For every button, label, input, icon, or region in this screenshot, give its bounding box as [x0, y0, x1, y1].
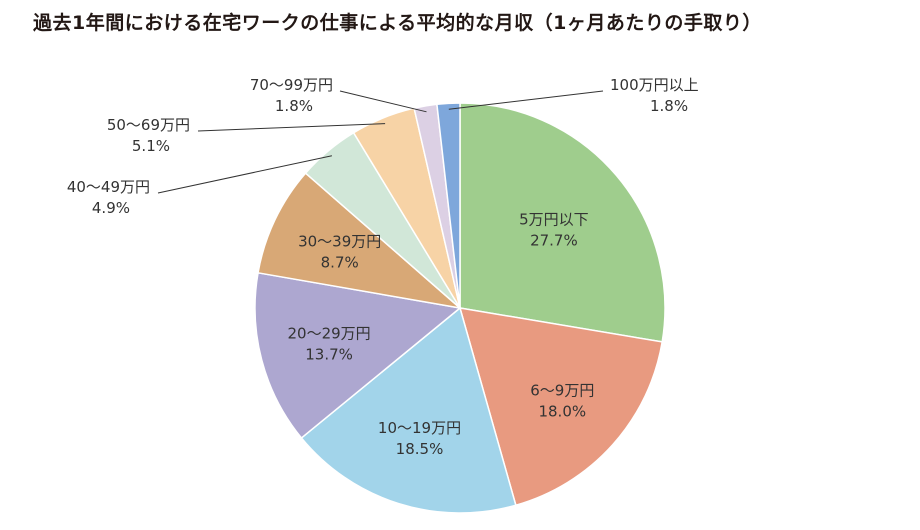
slice-1-label: 5万円以下 [519, 211, 589, 229]
slice-5-value: 8.7% [321, 254, 359, 272]
slice-7-value: 5.1% [132, 137, 170, 155]
chart-title: 過去1年間における在宅ワークの仕事による平均的な月収（1ヶ月あたりの手取り） [33, 12, 762, 34]
slice-4-wedge [254, 271, 462, 440]
slice-1-wedge [459, 102, 666, 343]
slice-6-value: 4.9% [92, 199, 130, 217]
slice-2-wedge [458, 307, 664, 507]
slice-3-label: 10〜19万円 [378, 419, 461, 437]
slice-6-leader-line [157, 155, 333, 194]
slice-8-leader-line [339, 90, 427, 113]
slice-3-value: 18.5% [396, 440, 444, 458]
pie-slices [254, 102, 666, 514]
slice-9-wedge [436, 102, 461, 309]
slice-5-label: 30〜39万円 [298, 233, 381, 251]
slice-3-wedge [300, 306, 517, 514]
slice-9-leader-line [448, 90, 604, 110]
slice-8-value: 1.8% [275, 97, 313, 115]
slice-4-value: 13.7% [305, 345, 353, 363]
slice-8-label: 70〜99万円 [250, 76, 333, 94]
slice-7-leader-line [197, 123, 386, 132]
slice-9-value: 1.8% [650, 97, 688, 115]
slice-2-label: 6〜9万円 [530, 382, 594, 400]
pie-labels: 5万円以下 27.7% 6〜9万円 18.0% 10〜19万円 18.5% 20〜29万円 1… [67, 76, 699, 458]
slice-2-value: 18.0% [538, 403, 586, 421]
slice-6-label: 40〜49万円 [67, 178, 150, 196]
slice-1-value: 27.7% [530, 232, 578, 250]
slice-4-label: 20〜29万円 [288, 324, 371, 342]
slice-5-wedge [257, 172, 463, 310]
slice-7-label: 50〜69万円 [107, 116, 190, 134]
slice-9-label: 100万円以上 [610, 76, 699, 94]
